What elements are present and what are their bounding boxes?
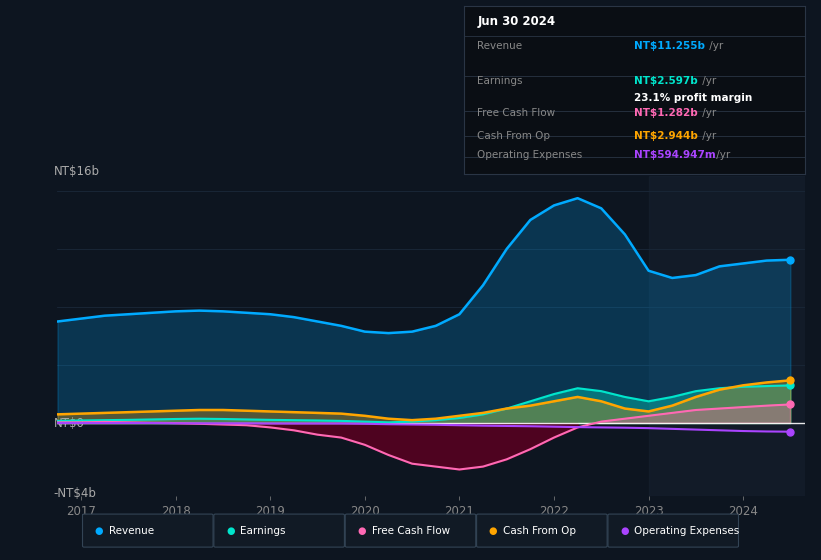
Bar [649, 176, 810, 496]
Text: NT$0: NT$0 [53, 417, 85, 430]
Text: Cash From Op: Cash From Op [478, 131, 551, 141]
Text: -NT$4b: -NT$4b [53, 487, 97, 501]
Text: NT$2.944b: NT$2.944b [635, 131, 698, 141]
Text: ●: ● [94, 526, 103, 535]
Text: /yr: /yr [713, 150, 730, 160]
Text: Revenue: Revenue [478, 41, 523, 51]
Text: Operating Expenses: Operating Expenses [478, 150, 583, 160]
Text: ●: ● [488, 526, 498, 535]
Text: ●: ● [620, 526, 629, 535]
Text: Cash From Op: Cash From Op [503, 526, 576, 535]
Text: Free Cash Flow: Free Cash Flow [478, 108, 556, 118]
Text: Jun 30 2024: Jun 30 2024 [478, 15, 556, 28]
Text: NT$2.597b: NT$2.597b [635, 76, 698, 86]
Text: NT$16b: NT$16b [53, 165, 99, 178]
Text: Earnings: Earnings [240, 526, 286, 535]
Text: ●: ● [357, 526, 366, 535]
Text: /yr: /yr [706, 41, 723, 51]
Text: /yr: /yr [699, 108, 716, 118]
Text: NT$11.255b: NT$11.255b [635, 41, 705, 51]
Text: NT$1.282b: NT$1.282b [635, 108, 698, 118]
Text: NT$594.947m: NT$594.947m [635, 150, 716, 160]
Text: Revenue: Revenue [108, 526, 154, 535]
Text: Earnings: Earnings [478, 76, 523, 86]
Text: Free Cash Flow: Free Cash Flow [372, 526, 450, 535]
Text: /yr: /yr [699, 131, 716, 141]
Text: 23.1% profit margin: 23.1% profit margin [635, 93, 753, 103]
Text: /yr: /yr [699, 76, 716, 86]
Text: Operating Expenses: Operating Expenses [635, 526, 740, 535]
Text: ●: ● [226, 526, 235, 535]
